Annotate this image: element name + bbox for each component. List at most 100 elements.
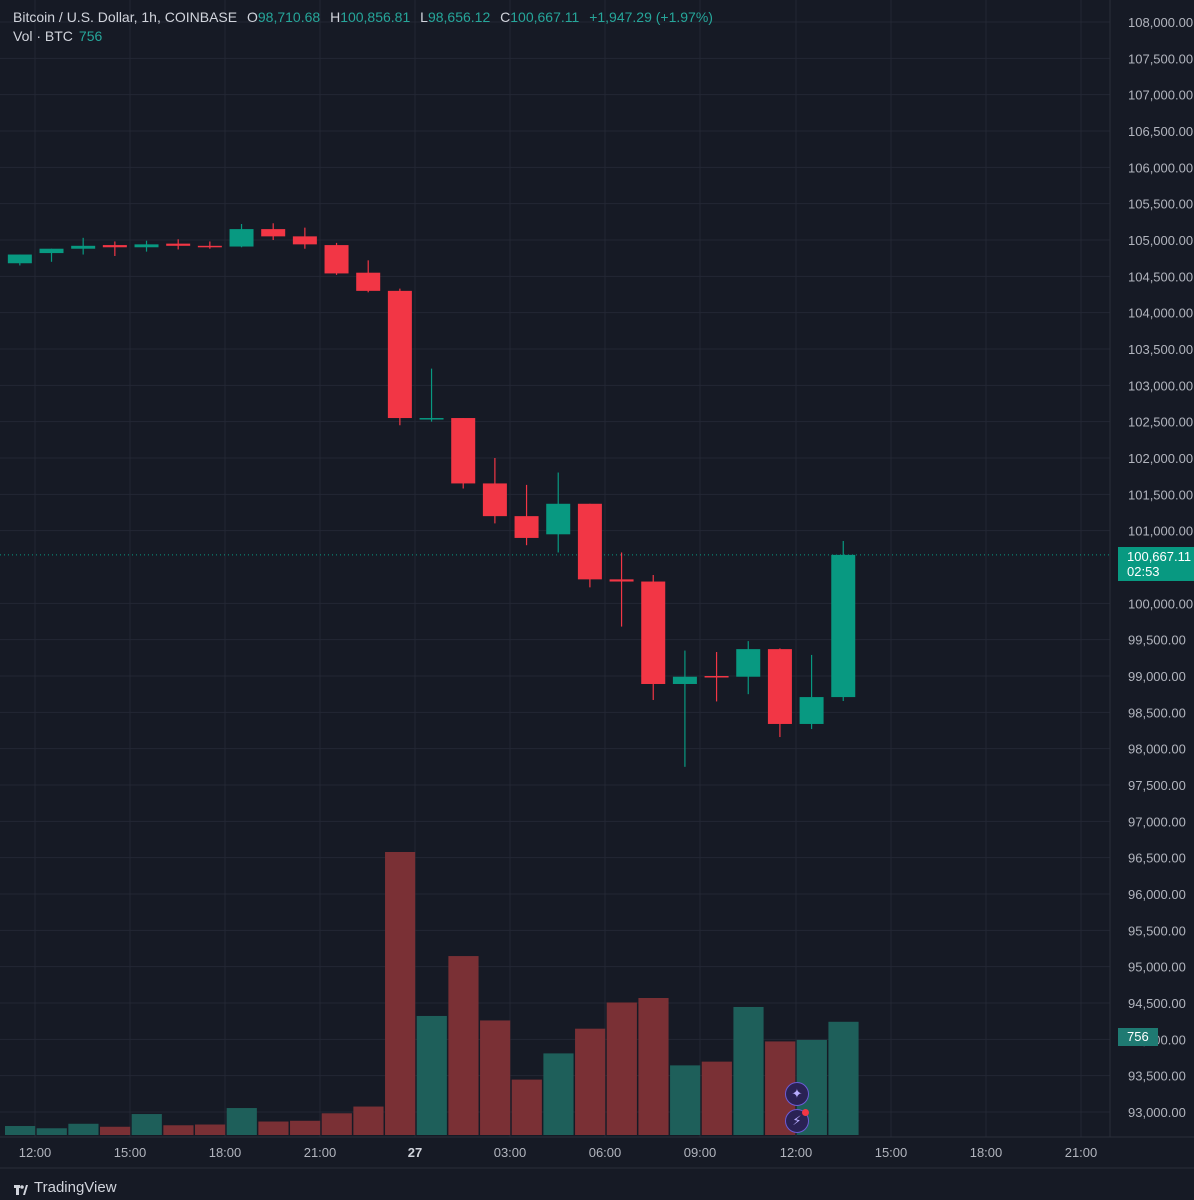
candle-body bbox=[39, 248, 64, 254]
time-tick-label: 27 bbox=[408, 1145, 422, 1160]
candle-body bbox=[672, 676, 697, 684]
candle-body bbox=[134, 244, 159, 248]
close-value: 100,667.11 bbox=[510, 9, 580, 25]
bar-countdown: 02:53 bbox=[1127, 564, 1160, 579]
price-tick-label: 101,000.00 bbox=[1128, 524, 1193, 539]
time-tick-label: 09:00 bbox=[684, 1145, 717, 1160]
price-tick-label: 108,000.00 bbox=[1128, 15, 1193, 30]
volume-bar bbox=[385, 852, 416, 1135]
volume-bar bbox=[670, 1065, 701, 1135]
price-tick-label: 96,500.00 bbox=[1128, 851, 1186, 866]
time-tick-label: 18:00 bbox=[209, 1145, 242, 1160]
volume-bar bbox=[321, 1113, 352, 1135]
volume-bar bbox=[226, 1108, 257, 1135]
lightning-alert-icon[interactable]: ⚡ bbox=[785, 1109, 809, 1133]
volume-bar bbox=[36, 1128, 67, 1135]
price-tick-label: 106,500.00 bbox=[1128, 124, 1193, 139]
price-tick-label: 103,500.00 bbox=[1128, 342, 1193, 357]
volume-bar bbox=[575, 1028, 606, 1135]
volume-bar bbox=[543, 1053, 574, 1135]
time-tick-label: 21:00 bbox=[304, 1145, 337, 1160]
time-tick-label: 06:00 bbox=[589, 1145, 622, 1160]
high-label: H bbox=[330, 9, 341, 25]
candle-body bbox=[799, 697, 824, 724]
volume-bar bbox=[258, 1121, 289, 1135]
candle-body bbox=[641, 581, 666, 684]
open-label: O bbox=[246, 9, 258, 25]
price-tick-label: 94,500.00 bbox=[1128, 996, 1186, 1011]
open-value: 98,710.68 bbox=[257, 9, 321, 25]
candle-body bbox=[577, 503, 602, 580]
price-tick-label: 98,000.00 bbox=[1128, 742, 1186, 757]
volume-tag: 756 bbox=[1118, 1028, 1158, 1046]
volume-bar bbox=[480, 1020, 511, 1135]
candle-body bbox=[292, 236, 317, 245]
volume-bar bbox=[606, 1002, 637, 1135]
last-price-tag: 100,667.11 02:53 bbox=[1118, 547, 1194, 581]
low-value: 98,656.12 bbox=[427, 9, 491, 25]
candle-body bbox=[197, 245, 222, 248]
price-tick-label: 107,500.00 bbox=[1128, 51, 1193, 66]
price-tick-label: 102,000.00 bbox=[1128, 451, 1193, 466]
time-tick-label: 15:00 bbox=[114, 1145, 147, 1160]
price-tick-label: 96,000.00 bbox=[1128, 887, 1186, 902]
volume-bar bbox=[5, 1126, 36, 1135]
candle-body bbox=[7, 254, 32, 264]
time-tick-label: 12:00 bbox=[19, 1145, 52, 1160]
time-tick-label: 15:00 bbox=[875, 1145, 908, 1160]
candle-body bbox=[704, 676, 729, 678]
price-tick-label: 93,000.00 bbox=[1128, 1105, 1186, 1120]
candle-body bbox=[102, 245, 127, 248]
candle-body bbox=[736, 649, 761, 677]
candle-body bbox=[71, 245, 96, 249]
ai-sparkle-icon[interactable]: ✦ bbox=[785, 1082, 809, 1106]
high-value: 100,856.81 bbox=[340, 9, 411, 25]
change-value: +1,947.29 (+1.97%) bbox=[589, 9, 713, 25]
price-tick-label: 103,000.00 bbox=[1128, 378, 1193, 393]
symbol-title[interactable]: Bitcoin / U.S. Dollar, 1h, COINBASE bbox=[13, 9, 238, 25]
volume-bar bbox=[131, 1114, 162, 1135]
price-tick-label: 104,000.00 bbox=[1128, 306, 1193, 321]
low-label: L bbox=[420, 9, 428, 25]
candle-body bbox=[609, 579, 634, 582]
price-tick-label: 97,000.00 bbox=[1128, 814, 1186, 829]
close-label: C bbox=[500, 9, 511, 25]
price-tick-label: 102,500.00 bbox=[1128, 415, 1193, 430]
volume-value: 756 bbox=[78, 28, 103, 44]
volume-bar bbox=[828, 1021, 859, 1135]
price-tick-label: 95,000.00 bbox=[1128, 960, 1186, 975]
volume-bar bbox=[353, 1106, 384, 1135]
volume-bar bbox=[448, 956, 479, 1135]
volume-bar bbox=[416, 1015, 447, 1135]
candle-body bbox=[482, 483, 507, 517]
candle-body bbox=[324, 245, 349, 274]
price-tick-label: 107,000.00 bbox=[1128, 88, 1193, 103]
candle-body bbox=[229, 229, 254, 247]
time-tick-label: 03:00 bbox=[494, 1145, 527, 1160]
tradingview-logo[interactable]: TradingView bbox=[14, 1178, 117, 1196]
volume-bar bbox=[733, 1006, 764, 1135]
volume-label[interactable]: Vol · BTC bbox=[13, 28, 73, 44]
price-tick-label: 104,500.00 bbox=[1128, 269, 1193, 284]
volume-bar bbox=[511, 1079, 542, 1135]
candle-body bbox=[546, 503, 571, 535]
volume-bar bbox=[701, 1061, 732, 1135]
price-tick-label: 93,500.00 bbox=[1128, 1069, 1186, 1084]
price-tick-label: 97,500.00 bbox=[1128, 778, 1186, 793]
candle-body bbox=[261, 229, 286, 237]
tradingview-logo-icon bbox=[14, 1182, 28, 1195]
time-tick-label: 21:00 bbox=[1065, 1145, 1098, 1160]
brand-name: TradingView bbox=[34, 1178, 117, 1196]
price-tick-label: 106,000.00 bbox=[1128, 160, 1193, 175]
volume-legend: Vol · BTC 756 bbox=[13, 26, 102, 46]
volume-bar bbox=[68, 1123, 99, 1135]
last-price-value: 100,667.11 bbox=[1127, 549, 1192, 564]
candle-body bbox=[451, 418, 476, 484]
candle-body bbox=[356, 272, 381, 291]
price-tick-label: 105,500.00 bbox=[1128, 197, 1193, 212]
volume-bar bbox=[163, 1125, 194, 1135]
notification-dot bbox=[802, 1109, 809, 1116]
candle-body bbox=[166, 243, 191, 246]
price-tick-label: 95,500.00 bbox=[1128, 923, 1186, 938]
